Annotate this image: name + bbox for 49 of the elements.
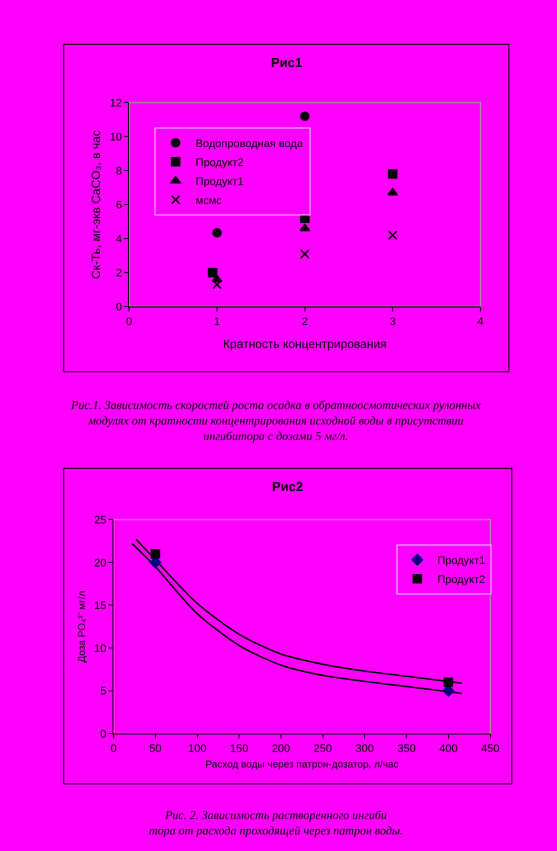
x-tick-label: 3 [390, 316, 396, 328]
legend-label: Продукт2 [437, 574, 486, 586]
y-tick-label: 0 [100, 728, 106, 740]
point [444, 677, 454, 687]
x-tick-label: 0 [126, 316, 132, 328]
y-tick-label: 2 [116, 268, 122, 280]
point [150, 549, 160, 559]
point [212, 228, 222, 238]
legend-label: Продукт1 [437, 555, 486, 568]
x-tick-label: 150 [230, 742, 248, 755]
point [388, 169, 398, 179]
legend-label: Продукт2 [196, 157, 244, 170]
x-tick-label: 400 [439, 742, 458, 755]
chart-title: Рис1 [271, 55, 302, 70]
y-tick-label: 10 [94, 642, 106, 655]
text: Рис.1. Зависимость скоростей роста осадка в обратноосмотических рулонных модулях от кратности концентрирования исходной воды в присутствии ингибитора с дозами 5 мг/л. [70, 398, 482, 444]
x-axis-title: Расход воды через патрон-дозатор, л/час [205, 759, 399, 770]
x-tick-label: 450 [481, 742, 500, 755]
x-tick-label: 100 [188, 742, 206, 755]
point [208, 268, 218, 278]
y-tick-label: 12 [110, 97, 122, 110]
y-tick-label: 10 [110, 131, 122, 144]
text: Рис. 2. Зависимость растворенного ингиби тора от расхода проходящей через патрон воды. [149, 808, 404, 838]
x-tick-label: 250 [314, 742, 332, 755]
legend-label: мсмс [196, 195, 222, 208]
legend-label: Продукт1 [196, 176, 244, 188]
y-tick-label: 0 [116, 302, 122, 314]
y-tick-label: 4 [116, 234, 122, 246]
point [388, 230, 398, 240]
y-tick-label: 8 [116, 165, 122, 178]
y-tick-label: 15 [94, 600, 106, 612]
x-tick-label: 4 [477, 316, 484, 328]
y-tick-label: 5 [100, 686, 106, 698]
chart-title: Рис2 [272, 479, 304, 494]
point [300, 249, 310, 259]
point [300, 111, 310, 121]
x-tick-label: 300 [356, 742, 374, 755]
x-tick-label: 2 [302, 316, 308, 328]
y-axis-title: Доза PO₄³⁻ мг/л [77, 590, 88, 663]
y-tick-label: 6 [116, 199, 122, 212]
x-tick-label: 50 [149, 742, 162, 755]
legend-label: Водопроводная вода [196, 138, 304, 150]
y-tick-label: 25 [94, 514, 106, 526]
x-tick-label: 350 [397, 742, 416, 755]
y-axis-title: Ск-Ть, мг-экв CaCO₃, в час [89, 130, 104, 280]
x-tick-label: 200 [272, 742, 290, 755]
y-tick-label: 20 [94, 557, 106, 570]
x-axis-title: Кратность концентрирования [223, 336, 387, 351]
x-tick-label: 1 [214, 316, 220, 328]
